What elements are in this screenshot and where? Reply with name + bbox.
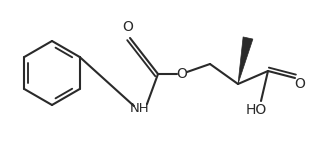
Text: O: O [177, 67, 188, 81]
Text: HO: HO [245, 103, 267, 117]
Text: O: O [123, 20, 134, 34]
Polygon shape [238, 37, 253, 84]
Text: O: O [295, 77, 305, 91]
Text: NH: NH [130, 101, 150, 114]
